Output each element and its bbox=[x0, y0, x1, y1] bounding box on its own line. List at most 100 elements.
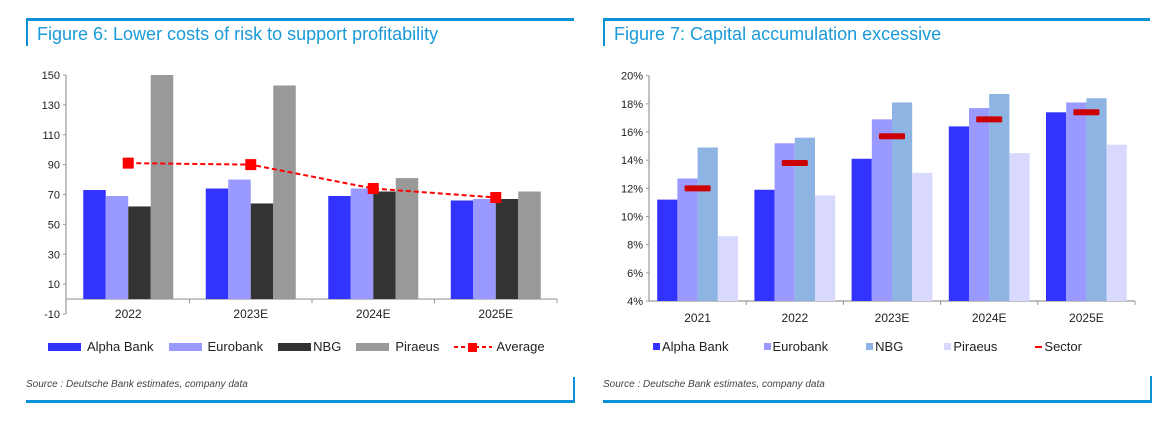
figure-7-legend: Alpha Bank Eurobank NBG Piraeus Sector bbox=[653, 339, 1082, 354]
bar-nbg-2024e bbox=[373, 191, 396, 300]
legend-item-alpha-bank: Alpha Bank bbox=[48, 339, 169, 354]
legend-item-eurobank: Eurobank bbox=[763, 339, 867, 354]
bar-alpha-bank-2023e bbox=[851, 158, 872, 301]
bar-alpha-bank-2022 bbox=[754, 189, 775, 301]
figure-7: Figure 7: Capital accumulation excessive… bbox=[582, 0, 1164, 427]
x-category-label: 2022 bbox=[781, 311, 808, 325]
figure-6-bottom-rule bbox=[26, 400, 575, 403]
y-tick-label: 18% bbox=[621, 99, 643, 111]
legend-swatch-nbg bbox=[278, 342, 312, 351]
figure-7-bottom-rule bbox=[603, 400, 1152, 403]
bar-nbg-2021 bbox=[697, 147, 718, 301]
marker-sector-2021 bbox=[684, 185, 711, 192]
legend-swatch-piraeus bbox=[356, 342, 390, 351]
legend-item-sector: Sector bbox=[1035, 339, 1082, 354]
figure-6-title: Figure 6: Lower costs of risk to support… bbox=[37, 24, 439, 44]
bar-alpha-bank-2025e bbox=[450, 200, 474, 300]
figure-7-title-bar bbox=[603, 18, 605, 46]
bar-nbg-2025e bbox=[1086, 98, 1107, 301]
bar-nbg-2023e bbox=[892, 102, 913, 301]
y-tick-label: 30 bbox=[48, 249, 60, 261]
bar-nbg-2022 bbox=[794, 137, 815, 301]
legend-label: Sector bbox=[1044, 339, 1082, 354]
legend-item-nbg: NBG bbox=[278, 339, 356, 354]
bar-piraeus-2024e bbox=[395, 178, 419, 300]
x-category-label: 2021 bbox=[684, 311, 711, 325]
y-tick-label: 12% bbox=[621, 183, 643, 195]
bar-nbg-2023e bbox=[250, 203, 274, 300]
x-category-label: 2024E bbox=[972, 311, 1007, 325]
y-tick-label: 70 bbox=[48, 190, 60, 202]
figure-6-source: Source : Deutsche Bank estimates, compan… bbox=[26, 379, 248, 390]
bar-eurobank-2021 bbox=[677, 178, 698, 301]
y-tick-label: 90 bbox=[48, 160, 60, 172]
bar-piraeus-2023e bbox=[912, 172, 933, 301]
x-category-label: 2023E bbox=[233, 307, 268, 321]
marker-average-2024e bbox=[367, 183, 379, 195]
figure-6-chart: -10 10 30 50 70 90 110 130 150 2022 2023E 2024E 2025… bbox=[42, 70, 558, 321]
bar-piraeus-2023e bbox=[273, 85, 296, 300]
legend-swatch-average bbox=[454, 342, 493, 352]
marker-average-2022 bbox=[122, 157, 134, 169]
legend-swatch-piraeus bbox=[944, 343, 952, 350]
figure-7-chart: 4% 6% 8% 10% 12% 14% 16% 18% 20% 2021 2022 2023E 202… bbox=[621, 71, 1136, 325]
legend-item-eurobank: Eurobank bbox=[168, 339, 279, 354]
y-tick-label: 4% bbox=[627, 296, 643, 308]
bar-piraeus-2021 bbox=[717, 236, 738, 301]
legend-label: Eurobank bbox=[772, 339, 829, 354]
bar-eurobank-2023e bbox=[228, 179, 251, 300]
marker-sector-2024e bbox=[976, 116, 1003, 123]
legend-item-nbg: NBG bbox=[866, 339, 944, 354]
legend-swatch-sector bbox=[1035, 345, 1043, 348]
marker-average-2023e bbox=[245, 159, 257, 171]
x-category-label: 2024E bbox=[356, 307, 391, 321]
figure-7-bottom-right-rule bbox=[1150, 376, 1152, 403]
bar-eurobank-2023e bbox=[871, 119, 892, 302]
marker-sector-2025e bbox=[1073, 109, 1100, 116]
bar-eurobank-2022 bbox=[774, 143, 795, 301]
y-tick-label: 6% bbox=[627, 268, 643, 280]
figure-6-legend: Alpha Bank Eurobank NBG Piraeus Average bbox=[48, 339, 545, 354]
legend-swatch-eurobank bbox=[168, 342, 202, 351]
bar-piraeus-2025e bbox=[518, 191, 541, 300]
y-tick-label: 130 bbox=[42, 100, 60, 112]
y-tick-label: 50 bbox=[48, 219, 60, 231]
marker-sector-2022 bbox=[781, 160, 808, 167]
y-tick-label: 10% bbox=[621, 212, 643, 224]
legend-swatch-nbg bbox=[866, 343, 874, 350]
marker-sector-2023e bbox=[879, 133, 905, 140]
bar-alpha-bank-2024e bbox=[328, 195, 351, 300]
legend-label: Eurobank bbox=[207, 339, 264, 354]
bar-alpha-bank-2021 bbox=[657, 199, 678, 301]
legend-swatch-alpha-bank bbox=[653, 343, 660, 350]
legend-label: Piraeus bbox=[953, 339, 998, 354]
legend-label: NBG bbox=[313, 339, 342, 354]
bar-nbg-2025e bbox=[495, 198, 519, 300]
bar-alpha-bank-2022 bbox=[83, 190, 106, 300]
figure-6: Figure 6: Lower costs of risk to support… bbox=[26, 18, 575, 403]
legend-label: Piraeus bbox=[395, 339, 440, 354]
legend-label: Average bbox=[496, 339, 545, 354]
figure-7-top-rule bbox=[603, 18, 1150, 21]
bar-eurobank-2024e bbox=[350, 188, 374, 300]
bar-nbg-2024e bbox=[989, 94, 1010, 302]
y-tick-label: 20% bbox=[621, 71, 643, 83]
legend-item-piraeus: Piraeus bbox=[356, 339, 454, 354]
y-tick-label: 10 bbox=[48, 279, 60, 291]
bar-eurobank-2025e bbox=[473, 198, 496, 300]
y-tick-label: 14% bbox=[621, 155, 643, 167]
bar-eurobank-2025e bbox=[1066, 102, 1087, 301]
marker-average-2025e bbox=[490, 191, 502, 203]
y-tick-label: 150 bbox=[42, 70, 60, 82]
x-category-label: 2025E bbox=[478, 307, 513, 321]
figure-7-title: Figure 7: Capital accumulation excessive bbox=[614, 24, 942, 44]
bar-nbg-2022 bbox=[128, 206, 151, 300]
bar-piraeus-2024e bbox=[1009, 153, 1030, 301]
bar-eurobank-2022 bbox=[105, 195, 129, 300]
legend-label: NBG bbox=[875, 339, 904, 354]
figure-6-top-rule bbox=[26, 18, 574, 21]
x-category-label: 2025E bbox=[1069, 311, 1104, 325]
line-average bbox=[128, 162, 496, 199]
legend-item-piraeus: Piraeus bbox=[944, 339, 1035, 354]
x-category-label: 2022 bbox=[115, 307, 142, 321]
